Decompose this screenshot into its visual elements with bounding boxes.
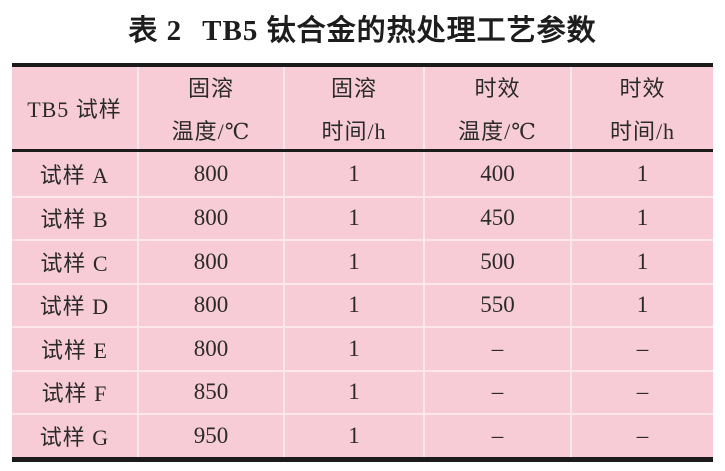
solution-temperature-value: 800	[137, 152, 283, 196]
solution-temperature-value: 800	[137, 241, 283, 283]
sample-name: 试样 E	[41, 337, 108, 363]
solution-time-value: 1	[283, 328, 423, 370]
solution-time-value: 1	[283, 371, 423, 413]
aging-time-value: –	[570, 415, 713, 457]
table-number: 表 2	[128, 15, 183, 47]
heat-treatment-table: TB5 试样 固溶 温度/℃ 固溶 时间/h 时效 温度/℃ 时效 时间/h 试…	[12, 63, 713, 462]
sample-name: 试样 A	[39, 162, 110, 188]
solution-time-value: 1	[283, 152, 423, 196]
table-row: 试样 E 800 1 – –	[12, 326, 713, 370]
aging-time-value: 1	[570, 284, 713, 326]
solution-temperature-value: 800	[137, 284, 283, 326]
header-aging-time: 时效 时间/h	[570, 67, 713, 149]
table-caption: 表 2 TB5 钛合金的热处理工艺参数	[0, 7, 725, 49]
sample-name: 试样 F	[41, 381, 108, 407]
aging-time-value: –	[570, 328, 713, 370]
aging-temperature-value: –	[423, 328, 570, 370]
aging-temperature-value: 450	[423, 197, 570, 239]
aging-temperature-value: –	[423, 371, 570, 413]
header-sample-label: TB5 试样	[27, 97, 122, 122]
table-row: 试样 A 800 1 400 1	[12, 152, 713, 196]
aging-time-value: 1	[570, 152, 713, 196]
solution-temperature-value: 800	[137, 328, 283, 370]
solution-time-value: 1	[283, 241, 423, 283]
table-row: 试样 G 950 1 – –	[12, 413, 713, 457]
aging-temperature-value: 500	[423, 241, 570, 283]
header-sample: TB5 试样	[12, 67, 137, 149]
table-row: 试样 C 800 1 500 1	[12, 239, 713, 283]
sample-name: 试样 C	[40, 250, 109, 276]
table-row: 试样 F 850 1 – –	[12, 369, 713, 413]
header-solution-time: 固溶 时间/h	[283, 67, 423, 149]
table-body: 试样 A 800 1 400 1 试样 B 800 1 450 1 试样 C 8…	[12, 152, 713, 457]
solution-time-value: 1	[283, 197, 423, 239]
solution-temperature-value: 950	[137, 415, 283, 457]
table-row: 试样 B 800 1 450 1	[12, 195, 713, 239]
table-header-row: TB5 试样 固溶 温度/℃ 固溶 时间/h 时效 温度/℃ 时效 时间/h	[12, 67, 713, 152]
header-solution-temperature: 固溶 温度/℃	[137, 67, 283, 149]
aging-time-value: –	[570, 371, 713, 413]
solution-temperature-value: 800	[137, 197, 283, 239]
aging-temperature-value: –	[423, 415, 570, 457]
aging-temperature-value: 550	[423, 284, 570, 326]
sample-name: 试样 B	[40, 207, 109, 233]
aging-temperature-value: 400	[423, 152, 570, 196]
solution-temperature-value: 850	[137, 371, 283, 413]
solution-time-value: 1	[283, 415, 423, 457]
aging-time-value: 1	[570, 197, 713, 239]
table-title-text: TB5 钛合金的热处理工艺参数	[202, 15, 597, 47]
sample-name: 试样 G	[39, 424, 110, 450]
table-row: 试样 D 800 1 550 1	[12, 282, 713, 326]
sample-name: 试样 D	[39, 294, 110, 320]
aging-time-value: 1	[570, 241, 713, 283]
solution-time-value: 1	[283, 284, 423, 326]
header-aging-temperature: 时效 温度/℃	[423, 67, 570, 149]
